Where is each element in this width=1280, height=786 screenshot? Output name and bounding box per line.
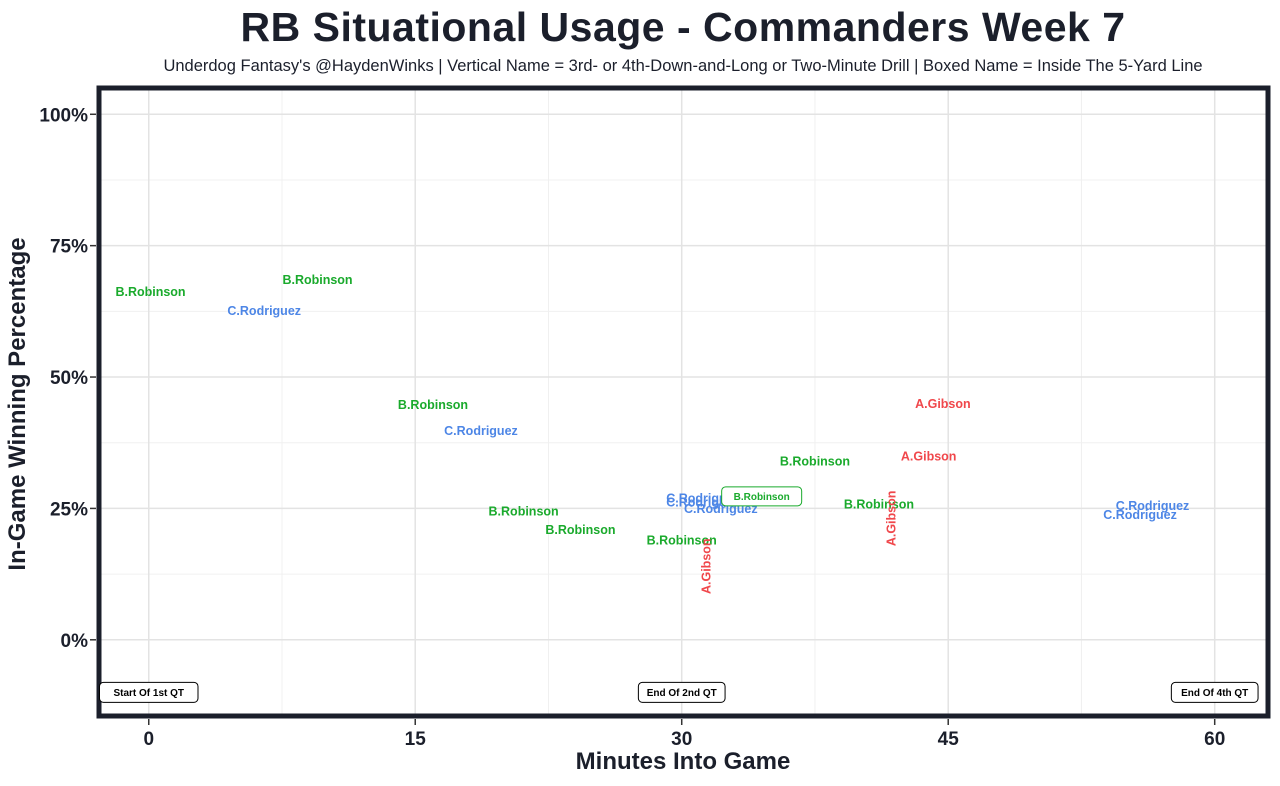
quarter-marker-label: Start Of 1st QT [113,688,184,699]
player-point-label: B.Robinson [489,505,559,519]
chart-title: RB Situational Usage - Commanders Week 7 [240,4,1126,50]
y-tick-label: 100% [39,105,88,126]
x-tick-label: 15 [405,729,427,750]
player-point-label: B.Robinson [545,523,615,537]
player-point-label: B.Robinson [398,398,468,412]
x-tick-label: 60 [1204,729,1225,750]
player-point-label: A.Gibson [901,449,957,463]
y-tick-label: 25% [50,499,88,520]
player-point-label: C.Rodriguez [1103,508,1177,522]
quarter-marker-box [98,681,199,703]
player-point-label: B.Robinson [734,492,790,503]
quarter-marker-label: End Of 2nd QT [647,688,717,699]
player-point-box [721,486,803,507]
player-point-label: B.Robinson [844,498,914,512]
player-point-label: C.Rodriguez [444,424,518,438]
y-tick-label: 50% [50,368,88,389]
x-tick-label: 30 [671,729,692,750]
chart-subtitle: Underdog Fantasy's @HaydenWinks | Vertic… [163,57,1203,75]
player-point-label: A.Gibson [700,538,714,594]
player-point-label: B.Robinson [282,273,352,287]
y-tick-label: 0% [61,631,89,652]
player-point-label: C.Rodriguez [227,304,301,318]
y-tick-label: 75% [50,237,88,258]
player-point-label: B.Robinson [780,455,850,469]
quarter-marker-box [1170,681,1259,703]
quarter-marker-box [637,681,726,703]
quarter-marker-label: End Of 4th QT [1181,688,1248,699]
x-tick-label: 45 [938,729,960,750]
x-tick-label: 0 [143,729,154,750]
player-point-label: C.Rodriguez [1116,499,1190,513]
player-point-label: B.Robinson [647,533,717,547]
player-point-label: A.Gibson [884,491,898,547]
player-point-label: A.Gibson [915,397,971,411]
plot-border [96,85,1271,719]
player-point-label: B.Robinson [115,285,185,299]
x-axis-label: Minutes Into Game [575,748,791,775]
